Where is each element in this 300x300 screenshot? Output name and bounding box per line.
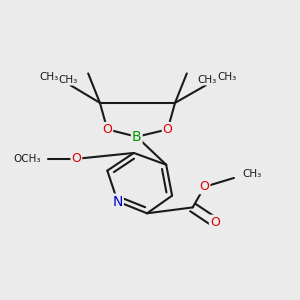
Text: CH₃: CH₃ (40, 72, 59, 82)
Text: N: N (112, 194, 123, 208)
Text: O: O (71, 152, 81, 165)
Text: CH₃: CH₃ (58, 75, 78, 85)
Text: O: O (200, 180, 209, 193)
Text: O: O (102, 123, 112, 136)
Text: CH₃: CH₃ (197, 75, 216, 85)
Text: OCH₃: OCH₃ (14, 154, 41, 164)
Text: B: B (132, 130, 142, 144)
Text: O: O (33, 154, 41, 164)
Text: O: O (163, 123, 172, 136)
Text: CH₃: CH₃ (243, 169, 262, 179)
Text: OCH₃: OCH₃ (14, 154, 41, 164)
Text: O: O (210, 216, 220, 229)
Text: CH₃: CH₃ (218, 72, 237, 82)
